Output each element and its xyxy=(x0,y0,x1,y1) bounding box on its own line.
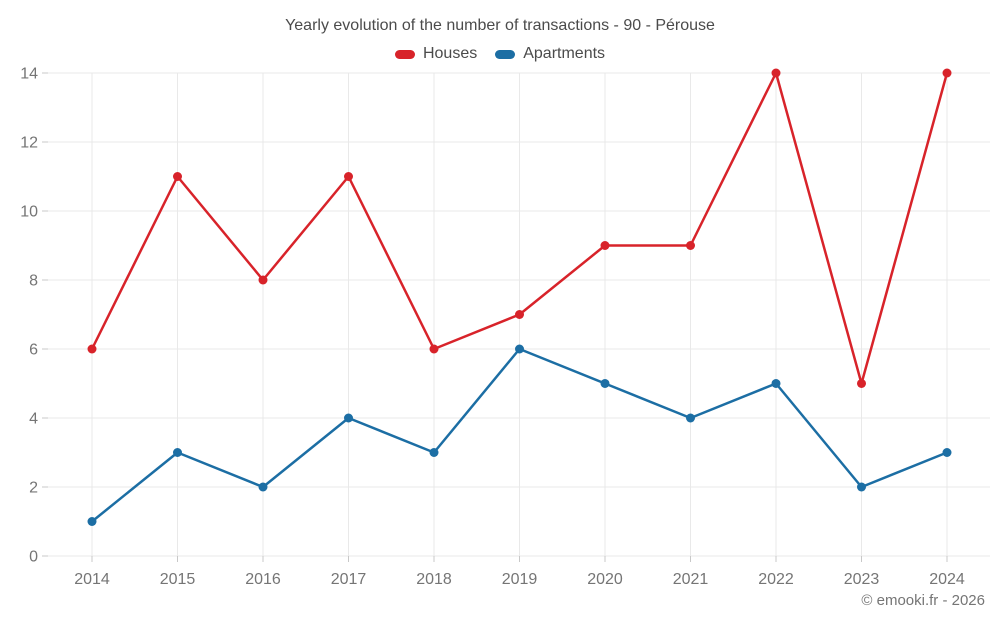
y-axis-label: 12 xyxy=(20,135,38,152)
y-axis-label: 4 xyxy=(29,411,38,428)
legend-item-houses[interactable]: Houses xyxy=(394,45,478,63)
y-axis-label: 0 xyxy=(29,549,38,566)
x-axis-label: 2022 xyxy=(758,571,794,588)
x-axis-label: 2017 xyxy=(331,571,367,588)
houses-data-point[interactable] xyxy=(515,310,524,319)
houses-data-point[interactable] xyxy=(173,172,182,181)
x-axis-label: 2023 xyxy=(844,571,880,588)
houses-data-point[interactable] xyxy=(857,379,866,388)
apartments-legend-swatch-icon xyxy=(495,49,516,59)
houses-data-point[interactable] xyxy=(942,68,952,78)
apartments-data-point[interactable] xyxy=(429,448,439,457)
x-axis-label: 2014 xyxy=(74,571,110,588)
houses-data-point[interactable] xyxy=(686,241,695,250)
chart-title: Yearly evolution of the number of transa… xyxy=(285,17,715,34)
y-axis-label: 14 xyxy=(20,66,38,83)
y-axis-label: 10 xyxy=(20,204,38,221)
apartments-data-point[interactable] xyxy=(258,482,268,492)
gridlines xyxy=(48,72,990,557)
apartments-data-point[interactable] xyxy=(87,517,97,526)
houses-legend-label: Houses xyxy=(422,45,478,62)
apartments-data-point[interactable] xyxy=(686,413,695,423)
x-axis-label: 2020 xyxy=(587,571,623,588)
houses-data-point[interactable] xyxy=(258,275,268,285)
x-axis-label: 2015 xyxy=(160,571,196,588)
copyright: © emooki.fr - 2026 xyxy=(861,592,985,609)
series-lines xyxy=(87,68,952,526)
apartments-data-point[interactable] xyxy=(857,482,866,492)
apartments-data-point[interactable] xyxy=(515,344,524,354)
legend: Houses Apartments xyxy=(0,45,1000,63)
apartments-data-point[interactable] xyxy=(600,379,610,388)
houses-data-point[interactable] xyxy=(429,344,439,354)
x-axis-label: 2021 xyxy=(673,571,709,588)
y-axis-label: 8 xyxy=(29,273,38,290)
apartments-data-point[interactable] xyxy=(173,448,182,457)
y-axis-label: 6 xyxy=(29,342,38,359)
apartments-data-point[interactable] xyxy=(771,379,781,388)
apartments-data-point[interactable] xyxy=(344,413,353,423)
axis-labels: 0 2 4 6 8 10 12 14 2014 2015 2016 2017 2018 2019 2020 2… xyxy=(20,66,965,589)
apartments-legend-label: Apartments xyxy=(523,45,606,62)
houses-data-point[interactable] xyxy=(771,68,781,78)
houses-data-point[interactable] xyxy=(600,241,610,250)
apartments-data-point[interactable] xyxy=(942,448,952,457)
x-axis-label: 2024 xyxy=(929,571,965,588)
axis-ticks xyxy=(42,72,948,562)
houses-data-point[interactable] xyxy=(87,344,97,354)
x-axis-label: 2016 xyxy=(245,571,281,588)
houses-legend-swatch-icon xyxy=(394,49,415,59)
x-axis-label: 2019 xyxy=(502,571,538,588)
y-axis-label: 2 xyxy=(29,480,38,497)
legend-item-apartments[interactable]: Apartments xyxy=(495,45,605,63)
x-axis-label: 2018 xyxy=(416,571,452,588)
houses-data-point[interactable] xyxy=(344,172,353,181)
